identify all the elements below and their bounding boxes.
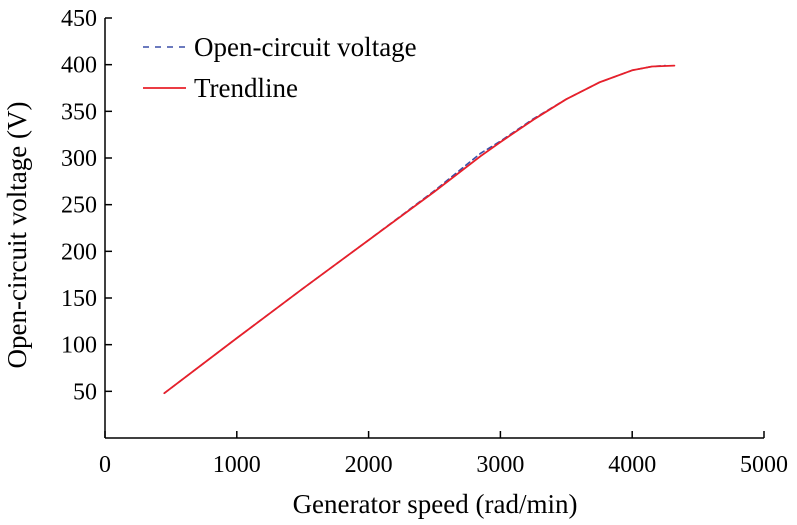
y-tick-label: 250 [61,193,97,219]
axes [104,18,764,439]
x-axis-title: Generator speed (rad/min) [293,489,578,519]
legend-label-open-circuit-voltage: Open-circuit voltage [194,32,417,62]
y-tick-label: 450 [61,6,97,32]
y-tick-label: 150 [61,286,97,312]
x-tick-label: 2000 [345,452,393,478]
y-ticks: 50 100 150 200 250 300 350 400 450 [61,6,112,405]
x-tick-label: 3000 [476,452,524,478]
series-line-open-circuit-voltage [163,64,666,395]
x-ticks: 0 1000 2000 3000 4000 5000 [99,431,788,478]
series-layer [163,64,676,395]
y-tick-label: 50 [73,379,97,405]
y-tick-label: 400 [61,53,97,79]
y-tick-label: 100 [61,333,97,359]
x-tick-label: 4000 [608,452,656,478]
legend-label-trendline: Trendline [194,73,298,103]
y-axis-title: Open-circuit voltage (V) [2,102,32,369]
y-tick-label: 200 [61,239,97,265]
x-tick-label: 0 [99,452,111,478]
x-tick-label: 1000 [213,452,261,478]
y-tick-label: 300 [61,146,97,172]
series-line-trendline [163,64,676,395]
legend: Open-circuit voltage Trendline [143,32,417,103]
y-tick-label: 350 [61,99,97,125]
x-tick-label: 5000 [740,452,788,478]
